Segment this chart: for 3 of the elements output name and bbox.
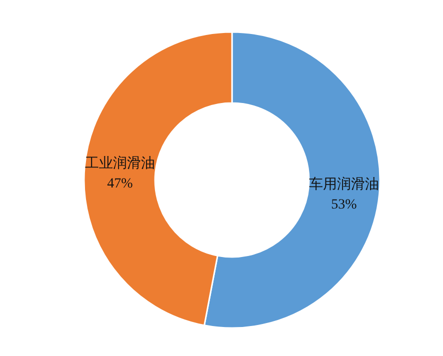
data-label: 53% xyxy=(331,198,358,213)
data-label: 47% xyxy=(107,176,134,192)
slice-label: 车用润滑油 xyxy=(308,176,379,193)
